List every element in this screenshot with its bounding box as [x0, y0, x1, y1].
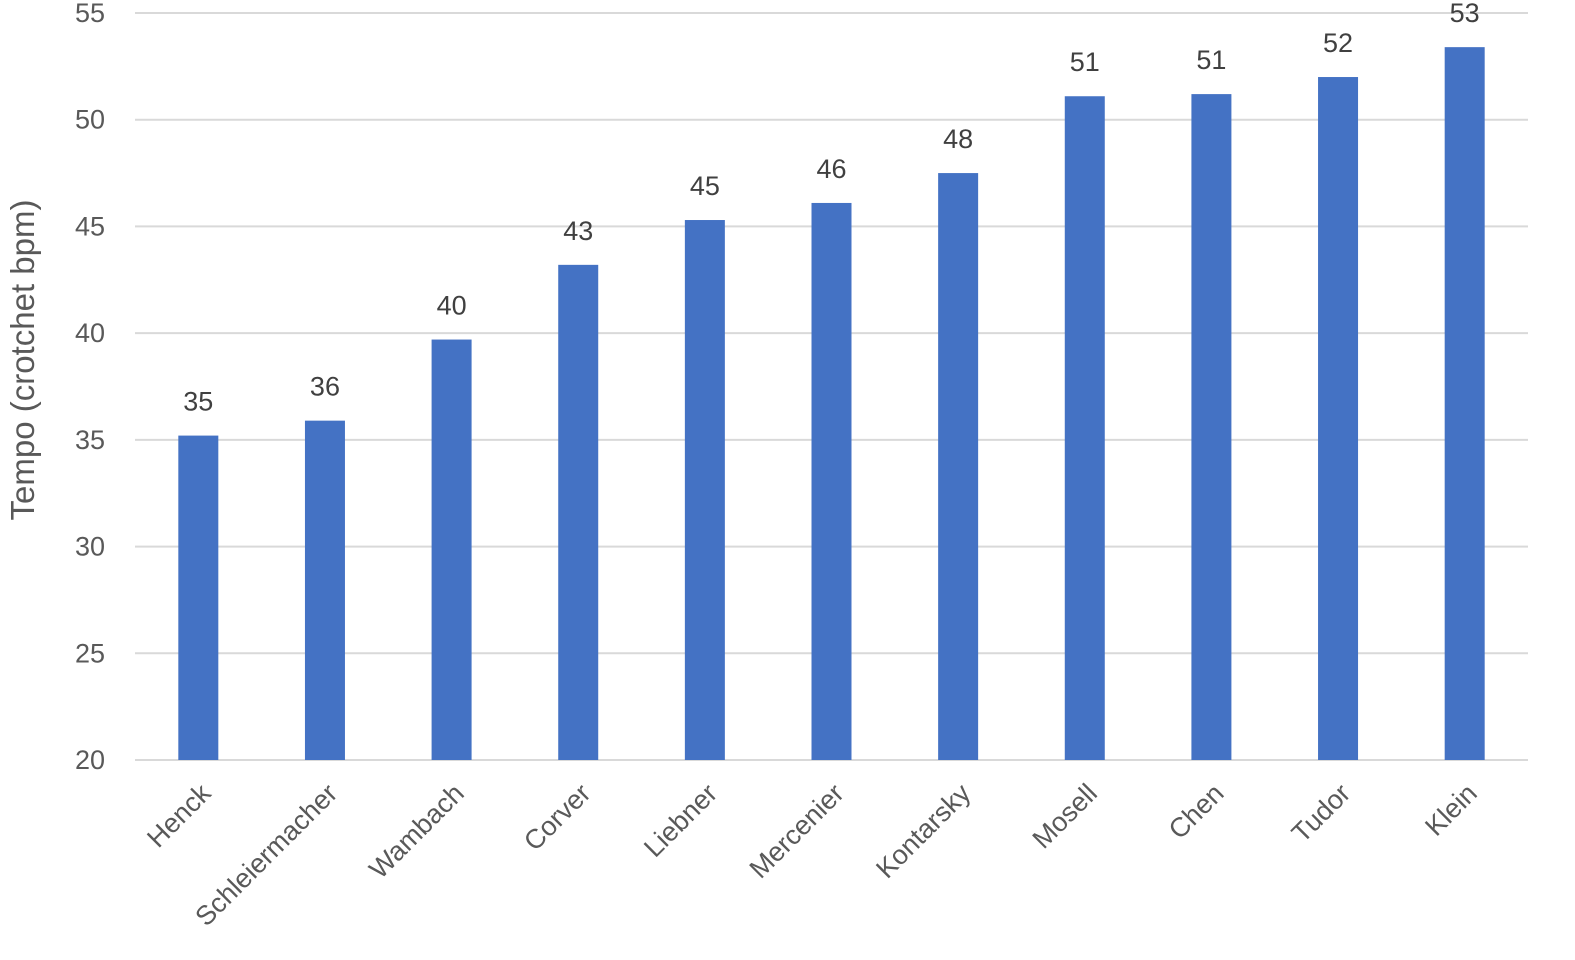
y-tick-label: 25	[75, 638, 105, 668]
x-tick-label: Henck	[141, 778, 217, 854]
bar-chen	[1191, 94, 1232, 761]
y-tick-label: 20	[75, 745, 105, 775]
data-label: 51	[1070, 47, 1100, 77]
x-tick-label: Liebner	[638, 778, 723, 863]
y-axis-ticks: 20 25 30 35 40 45 50 55	[75, 0, 105, 775]
bar-klein	[1444, 47, 1485, 761]
y-tick-label: 40	[75, 318, 105, 348]
bar-schleiermacher	[304, 420, 345, 760]
data-label: 52	[1323, 28, 1353, 58]
x-tick-label: Wambach	[363, 778, 469, 884]
data-label: 51	[1196, 45, 1226, 75]
bar-tudor	[1318, 77, 1359, 761]
data-label: 53	[1450, 0, 1480, 28]
bars	[178, 47, 1485, 761]
data-label: 40	[437, 291, 467, 321]
bar-mercenier	[811, 202, 852, 761]
data-label: 35	[183, 387, 213, 417]
x-tick-label: Mosell	[1027, 778, 1103, 854]
data-label: 48	[943, 124, 973, 154]
bar-kontarsky	[938, 173, 979, 761]
data-label: 43	[563, 216, 593, 246]
data-label: 46	[816, 154, 846, 184]
bar-henck	[178, 435, 219, 760]
y-tick-label: 45	[75, 211, 105, 241]
x-tick-label: Chen	[1163, 778, 1230, 845]
y-tick-label: 50	[75, 105, 105, 135]
bar-corver	[558, 264, 599, 760]
data-label: 45	[690, 171, 720, 201]
x-tick-label: Tudor	[1286, 778, 1356, 848]
y-axis-title: Tempo (crotchet bpm)	[4, 200, 41, 521]
bar-wambach	[431, 339, 472, 760]
data-label: 36	[310, 372, 340, 402]
bar-liebner	[684, 220, 725, 761]
y-tick-label: 55	[75, 0, 105, 28]
x-tick-label: Corver	[518, 778, 597, 857]
x-tick-label: Klein	[1419, 778, 1483, 842]
data-labels: 35 36 40 43 45 46 48 51 51 52 53	[183, 0, 1479, 417]
x-tick-label: Mercenier	[744, 778, 850, 884]
y-tick-label: 35	[75, 425, 105, 455]
x-tick-label: Kontarsky	[870, 778, 976, 884]
y-tick-label: 30	[75, 532, 105, 562]
bar-mosell	[1064, 96, 1105, 761]
